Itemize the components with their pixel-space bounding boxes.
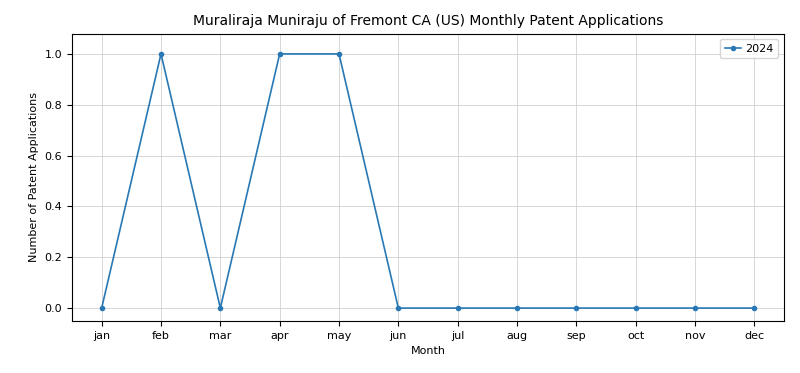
Line: 2024: 2024 — [99, 52, 757, 310]
2024 — [394, 306, 403, 310]
2024 — [631, 306, 641, 310]
Title: Muraliraja Muniraju of Fremont CA (US) Monthly Patent Applications: Muraliraja Muniraju of Fremont CA (US) M… — [193, 14, 663, 28]
X-axis label: Month: Month — [410, 346, 446, 356]
2024 — [275, 52, 285, 56]
2024 — [97, 306, 106, 310]
2024 — [215, 306, 225, 310]
2024 — [453, 306, 462, 310]
2024 — [571, 306, 581, 310]
2024 — [750, 306, 759, 310]
Y-axis label: Number of Patent Applications: Number of Patent Applications — [29, 92, 39, 262]
2024 — [512, 306, 522, 310]
2024 — [690, 306, 700, 310]
Legend: 2024: 2024 — [720, 39, 778, 58]
2024 — [156, 52, 166, 56]
2024 — [334, 52, 344, 56]
